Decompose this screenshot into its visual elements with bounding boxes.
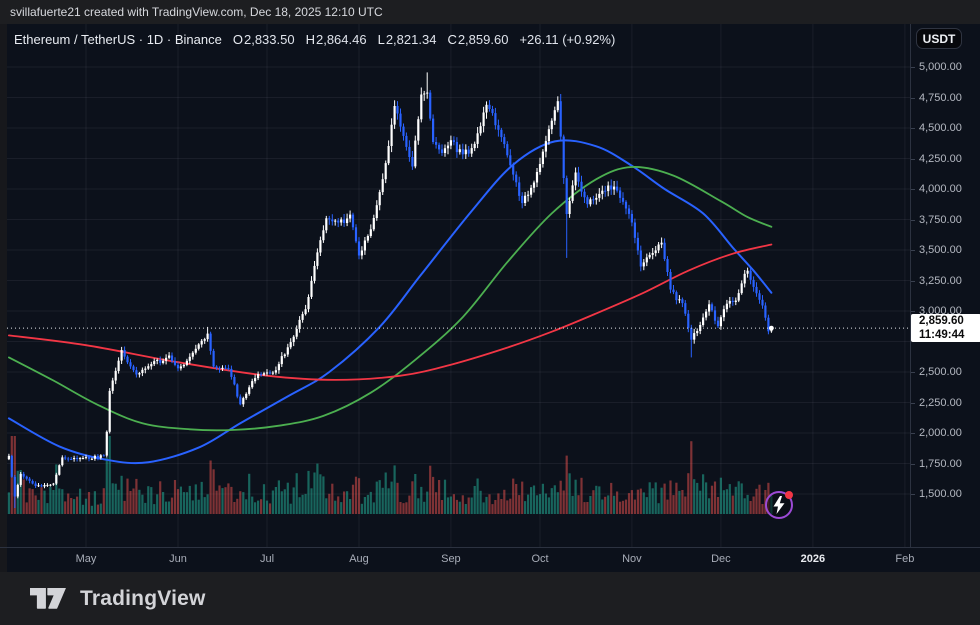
last-price-dot	[769, 325, 774, 331]
price-axis-tick	[911, 97, 915, 99]
time-axis-label: May	[75, 553, 97, 565]
price-axis-tick	[911, 189, 915, 190]
price-axis-label: 3,250.00	[919, 274, 962, 287]
price-axis-tick	[911, 128, 915, 129]
tradingview-logo-icon	[30, 588, 66, 609]
symbol-legend: Ethereum / TetherUS · 1D · Binance O2,83…	[14, 32, 615, 47]
ohlc-high: H2,864.46	[305, 32, 367, 47]
price-axis-label: 4,250.00	[919, 152, 962, 165]
price-axis-tick	[911, 158, 915, 160]
price-axis-label: 4,750.00	[919, 91, 962, 104]
price-axis-label: 4,000.00	[919, 183, 962, 195]
price-axis-label: 2,000.00	[919, 427, 962, 439]
price-axis-label: 3,500.00	[919, 244, 962, 256]
lightning-bolt-icon	[773, 496, 785, 514]
branding-bar: TradingView	[0, 572, 980, 625]
symbol-title: Ethereum / TetherUS · 1D · Binance	[14, 32, 222, 47]
attribution-bar: svillafuerte21 created with TradingView.…	[0, 0, 980, 24]
lightning-events-icon[interactable]	[765, 491, 793, 519]
price-chart-canvas[interactable]	[0, 24, 910, 547]
last-price-label: 2,859.60 11:49:44	[911, 314, 980, 343]
ohlc-close: C2,859.60	[447, 32, 509, 47]
currency-usdt-button[interactable]: USDT	[916, 28, 962, 49]
ma-medium-green	[8, 166, 773, 432]
ohlc-low: L2,821.34	[377, 32, 437, 47]
price-axis-label: 3,750.00	[919, 213, 962, 226]
price-axis-tick	[911, 463, 915, 465]
price-axis[interactable]: USDT 2,859.60 11:49:44 5,000.00 4,750.00 4…	[910, 24, 980, 547]
price-axis-tick	[911, 219, 915, 221]
attribution-text: svillafuerte21 created with TradingView.…	[10, 5, 383, 19]
change-value: +26.11 (+0.92%)	[519, 32, 616, 47]
tradingview-logo-text: TradingView	[80, 586, 206, 610]
ma-slow-red	[8, 243, 773, 381]
price-axis-label: 3,000.00	[919, 305, 962, 317]
tradingview-logo[interactable]: TradingView	[30, 587, 206, 611]
price-axis-label: 2,500.00	[919, 366, 962, 378]
price-axis-tick	[911, 402, 915, 404]
price-axis-label: 4,500.00	[919, 122, 962, 134]
time-axis-label: Dec	[711, 553, 731, 565]
last-price-value: 2,859.60	[919, 315, 964, 328]
time-axis-label: 2026	[800, 553, 826, 565]
time-axis[interactable]: May Jun Jul Aug Sep Oct Nov Dec 2026 Feb	[0, 547, 980, 572]
chart-left-margin	[0, 24, 7, 572]
time-axis-label: Jun	[169, 553, 187, 565]
price-axis-label: 2,250.00	[919, 396, 962, 409]
notification-dot	[785, 491, 793, 499]
chart-area[interactable]: Ethereum / TetherUS · 1D · Binance O2,83…	[0, 24, 980, 572]
price-axis-tick	[911, 372, 915, 373]
price-axis-tick	[911, 311, 915, 312]
price-axis-tick	[911, 280, 915, 282]
price-axis-label: 1,750.00	[919, 457, 962, 470]
time-axis-label: Oct	[531, 553, 549, 565]
time-axis-label: Jul	[259, 553, 275, 565]
price-axis-tick	[911, 433, 915, 434]
time-axis-label: Aug	[349, 553, 369, 565]
price-axis-tick	[911, 494, 915, 495]
ma-fast-blue	[7, 139, 773, 465]
price-axis-label: 5,000.00	[919, 61, 962, 73]
ohlc-open: O2,833.50	[232, 32, 295, 47]
price-axis-label: 1,500.00	[919, 488, 962, 500]
price-axis-tick	[911, 250, 915, 251]
price-axis-tick	[911, 67, 915, 68]
time-axis-label: Sep	[441, 553, 461, 565]
time-axis-label: Feb	[895, 553, 915, 565]
time-axis-label: Nov	[622, 553, 642, 565]
countdown-timer: 11:49:44	[919, 329, 965, 342]
